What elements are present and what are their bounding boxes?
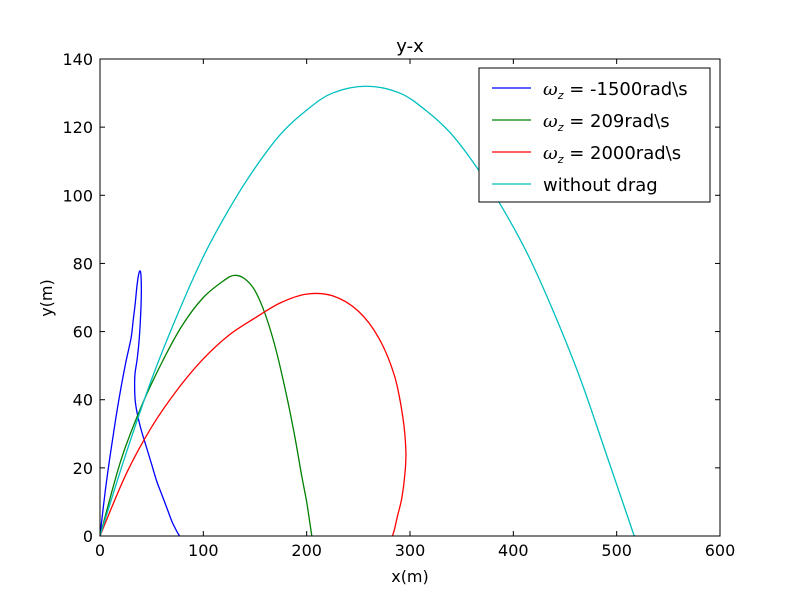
y-axis-label: y(m)	[37, 279, 56, 317]
y-tick-label: 100	[62, 186, 93, 205]
x-axis-label: x(m)	[391, 567, 429, 586]
x-tick-label: 500	[601, 541, 632, 560]
series-line-2	[99, 292, 407, 537]
y-tick-label: 60	[73, 323, 93, 342]
plot-lines	[99, 85, 635, 537]
y-axis: 0 20 40 60 80 100 120 140	[62, 50, 720, 546]
y-tick-label: 140	[62, 50, 93, 69]
legend-box	[478, 67, 711, 203]
x-axis: 0 100 200 300 400 500 600	[95, 59, 735, 560]
x-tick-label: 0	[95, 541, 105, 560]
y-tick-label: 0	[83, 527, 93, 546]
x-tick-label: 300	[395, 541, 426, 560]
series-line-3	[99, 85, 635, 537]
y-tick-label: 40	[73, 391, 93, 410]
series-line-1	[99, 274, 313, 537]
legend-entry-2: ωz = 2000rad\s	[543, 143, 681, 166]
y-tick-label: 20	[73, 459, 93, 478]
x-tick-label: 400	[498, 541, 529, 560]
y-tick-label: 80	[73, 254, 93, 273]
y-tick-label: 120	[62, 118, 93, 137]
chart-title: y-x	[396, 36, 424, 57]
x-tick-label: 100	[188, 541, 219, 560]
legend: ωz = -1500rad\s ωz = 209rad\s ωz = 2000rad…	[478, 67, 711, 203]
legend-entry-0: ωz = -1500rad\s	[543, 79, 688, 102]
x-tick-label: 200	[291, 541, 322, 560]
legend-entry-3: without drag	[543, 175, 658, 196]
legend-entry-1: ωz = 209rad\s	[543, 111, 670, 134]
series-line-0	[99, 270, 181, 537]
x-tick-label: 600	[705, 541, 736, 560]
